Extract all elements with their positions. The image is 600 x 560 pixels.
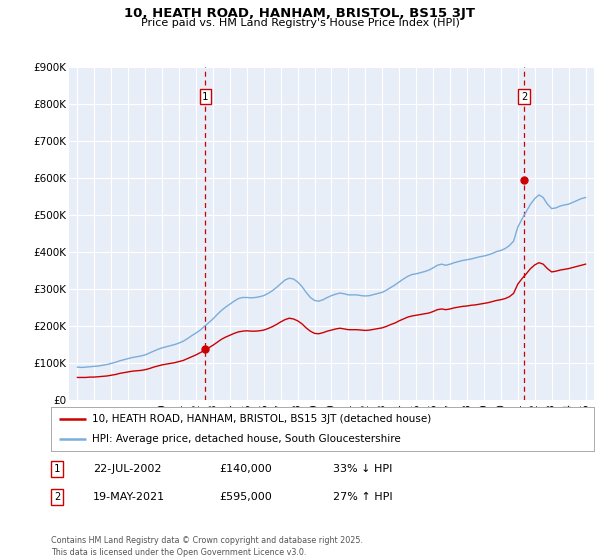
Text: 10, HEATH ROAD, HANHAM, BRISTOL, BS15 3JT (detached house): 10, HEATH ROAD, HANHAM, BRISTOL, BS15 3J… [92,414,431,424]
Text: 10, HEATH ROAD, HANHAM, BRISTOL, BS15 3JT: 10, HEATH ROAD, HANHAM, BRISTOL, BS15 3J… [125,7,476,20]
Text: £140,000: £140,000 [219,464,272,474]
Text: 2: 2 [54,492,60,502]
Text: 19-MAY-2021: 19-MAY-2021 [93,492,165,502]
Text: 22-JUL-2002: 22-JUL-2002 [93,464,161,474]
Text: 2: 2 [521,92,527,102]
Text: Contains HM Land Registry data © Crown copyright and database right 2025.
This d: Contains HM Land Registry data © Crown c… [51,536,363,557]
Text: 33% ↓ HPI: 33% ↓ HPI [333,464,392,474]
Text: 27% ↑ HPI: 27% ↑ HPI [333,492,392,502]
Text: 1: 1 [54,464,60,474]
Text: HPI: Average price, detached house, South Gloucestershire: HPI: Average price, detached house, Sout… [92,434,400,444]
Text: 1: 1 [202,92,208,102]
Text: Price paid vs. HM Land Registry's House Price Index (HPI): Price paid vs. HM Land Registry's House … [140,18,460,28]
Text: £595,000: £595,000 [219,492,272,502]
